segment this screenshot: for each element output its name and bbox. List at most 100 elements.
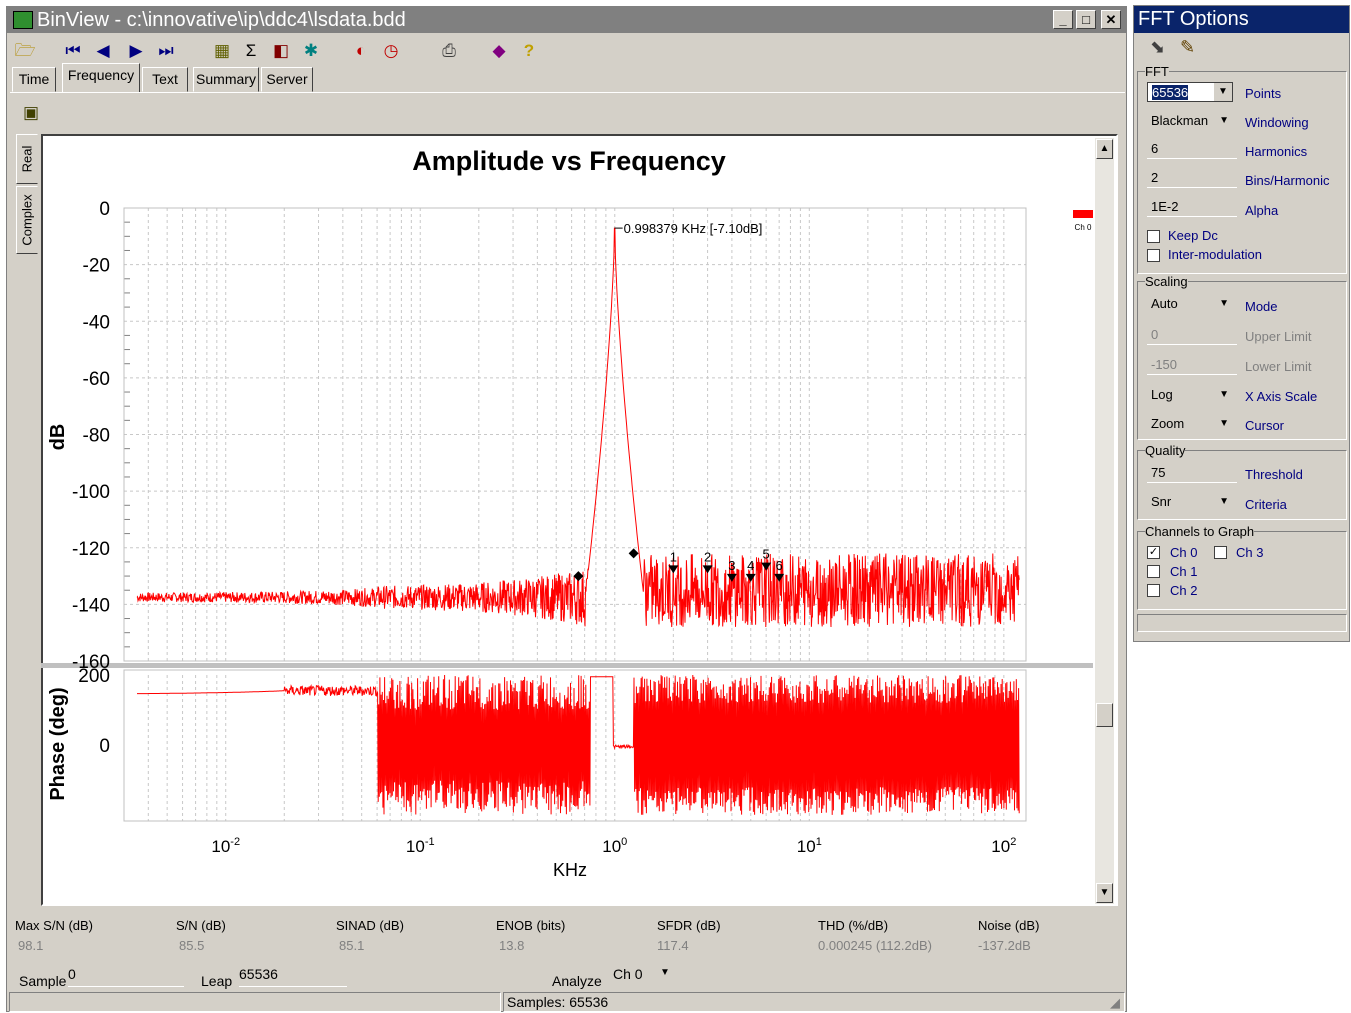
criteria-value: Snr xyxy=(1151,494,1172,509)
panel-status xyxy=(1137,614,1347,632)
intermod-checkbox[interactable] xyxy=(1147,249,1160,262)
harmonic-marker xyxy=(668,565,679,574)
channel-label: Ch 2 xyxy=(1170,583,1198,598)
bins-field[interactable]: 2 xyxy=(1147,168,1237,188)
tab-time[interactable]: Time xyxy=(12,67,56,92)
y-tick-label: -140 xyxy=(72,595,110,616)
tool-icon[interactable]: ▣ xyxy=(22,103,40,122)
points-select[interactable]: 65536 ▼ xyxy=(1147,82,1233,102)
sigma-icon[interactable]: Σ xyxy=(245,41,257,60)
analyze-select[interactable]: Ch 0 ▼ xyxy=(610,966,676,986)
title-bar[interactable]: BinView - c:\innovative\ip\ddc4\lsdata.b… xyxy=(7,7,1126,33)
tab-summary[interactable]: Summary xyxy=(193,67,259,92)
threshold-value: 75 xyxy=(1151,465,1166,480)
play-icon[interactable]: ▶ xyxy=(129,41,143,60)
mode-select[interactable]: Auto ▼ xyxy=(1147,294,1237,314)
xaxis-select[interactable]: Log ▼ xyxy=(1147,385,1237,405)
y-tick-label: -40 xyxy=(83,312,110,333)
y2-tick-label: 0 xyxy=(99,736,110,757)
upper-limit-field[interactable]: 0 xyxy=(1147,325,1237,345)
criteria-label: Criteria xyxy=(1245,497,1287,512)
channel-label: Ch 0 xyxy=(1170,545,1198,560)
cursor-select[interactable]: Zoom ▼ xyxy=(1147,414,1237,434)
stat-label: SFDR (dB) xyxy=(657,918,721,933)
leap-field[interactable]: 65536 xyxy=(239,966,347,987)
threshold-field[interactable]: 75 xyxy=(1147,463,1237,483)
stop-icon[interactable]: ◐ xyxy=(355,41,367,60)
scroll-down-button[interactable]: ▼ xyxy=(1096,883,1113,903)
open-folder-icon[interactable]: 🗁 xyxy=(14,41,36,60)
y-axis-label: dB xyxy=(47,424,69,451)
channel-label: Ch 3 xyxy=(1236,545,1264,560)
scroll-up-button[interactable]: ▲ xyxy=(1096,139,1113,159)
x-tick-label: 10-1 xyxy=(406,836,435,856)
book-icon[interactable]: ◆ xyxy=(492,41,506,60)
tab-label: Text xyxy=(152,71,178,87)
peak-annotation: 0.998379 KHz [-7.10dB] xyxy=(624,221,763,236)
window-select[interactable]: Blackman ▼ xyxy=(1147,111,1237,131)
close-button[interactable]: ✕ xyxy=(1101,10,1121,29)
clock-icon[interactable]: ◷ xyxy=(383,41,399,60)
analyze-value: Ch 0 xyxy=(613,966,643,982)
cursor-tool-icon[interactable]: ⬊ xyxy=(1150,37,1166,57)
criteria-select[interactable]: Snr ▼ xyxy=(1147,492,1237,512)
channel-checkbox-ch2[interactable] xyxy=(1147,584,1160,597)
analyze-icon[interactable]: ◧ xyxy=(272,41,290,60)
harmonic-label: 6 xyxy=(776,558,783,573)
x-tick-label: 101 xyxy=(797,836,822,856)
chevron-down-icon: ▼ xyxy=(1214,83,1232,101)
tab-label: Server xyxy=(266,71,308,87)
y2-axis-label: Phase (deg) xyxy=(47,687,69,800)
harmonic-marker xyxy=(726,573,737,582)
mode-label: Mode xyxy=(1245,299,1278,314)
plot-icon[interactable]: ▦ xyxy=(213,41,231,60)
side-tab-complex[interactable]: Complex xyxy=(16,186,38,254)
tab-label: Frequency xyxy=(67,67,135,83)
channel-checkbox-ch3[interactable] xyxy=(1214,546,1227,559)
phase-plot-border xyxy=(123,669,1027,822)
help-icon[interactable]: ? xyxy=(523,41,535,60)
harmonics-field[interactable]: 6 xyxy=(1147,139,1237,159)
keep-dc-label: Keep Dc xyxy=(1168,228,1218,243)
phase-series xyxy=(137,674,1020,815)
resize-grip-icon[interactable]: ◢ xyxy=(1110,995,1120,1010)
maximize-button[interactable]: □ xyxy=(1076,10,1096,29)
keep-dc-checkbox[interactable] xyxy=(1147,230,1160,243)
scroll-thumb[interactable] xyxy=(1096,703,1113,727)
minimize-button[interactable]: _ xyxy=(1053,10,1073,29)
tab-label: Time xyxy=(18,71,50,87)
alpha-field[interactable]: 1E-2 xyxy=(1147,197,1237,217)
tab-text[interactable]: Text xyxy=(142,67,188,92)
window-label: Windowing xyxy=(1245,115,1309,130)
harmonics-label: Harmonics xyxy=(1245,144,1308,159)
sample-label: Sample xyxy=(19,973,67,989)
stat-label: S/N (dB) xyxy=(176,918,226,933)
first-icon[interactable]: ⏮ xyxy=(65,41,81,60)
tab-server[interactable]: Server xyxy=(261,67,313,92)
stat-value: 85.5 xyxy=(179,938,205,953)
alpha-value: 1E-2 xyxy=(1151,199,1179,214)
print-icon[interactable]: ⎙ xyxy=(442,41,456,60)
tab-panel-border xyxy=(10,92,1125,93)
fft-group-title: FFT xyxy=(1145,64,1169,79)
channels-group xyxy=(1137,531,1347,610)
tab-frequency[interactable]: Frequency xyxy=(62,63,140,93)
sample-field[interactable]: 0 xyxy=(68,966,184,987)
stat-label: Max S/N (dB) xyxy=(15,918,94,933)
prev-icon[interactable]: ◀ xyxy=(96,41,110,60)
y-tick-label: -100 xyxy=(72,482,110,503)
scaling-group xyxy=(1137,281,1347,440)
brush-tool-icon[interactable]: ✎ xyxy=(1180,37,1196,57)
harmonic-label: 4 xyxy=(747,558,754,573)
chevron-down-icon: ▼ xyxy=(1219,115,1229,126)
last-icon[interactable]: ⏭ xyxy=(158,41,174,60)
stat-value: 13.8 xyxy=(499,938,525,953)
channel-checkbox-ch0[interactable]: ✓ xyxy=(1147,546,1160,559)
stat-value: 98.1 xyxy=(18,938,44,953)
lower-limit-field[interactable]: -150 xyxy=(1147,355,1237,375)
run-icon[interactable]: ✱ xyxy=(303,41,319,60)
channel-checkbox-ch1[interactable] xyxy=(1147,565,1160,578)
side-tab-real[interactable]: Real xyxy=(16,134,38,184)
threshold-label: Threshold xyxy=(1245,467,1303,482)
